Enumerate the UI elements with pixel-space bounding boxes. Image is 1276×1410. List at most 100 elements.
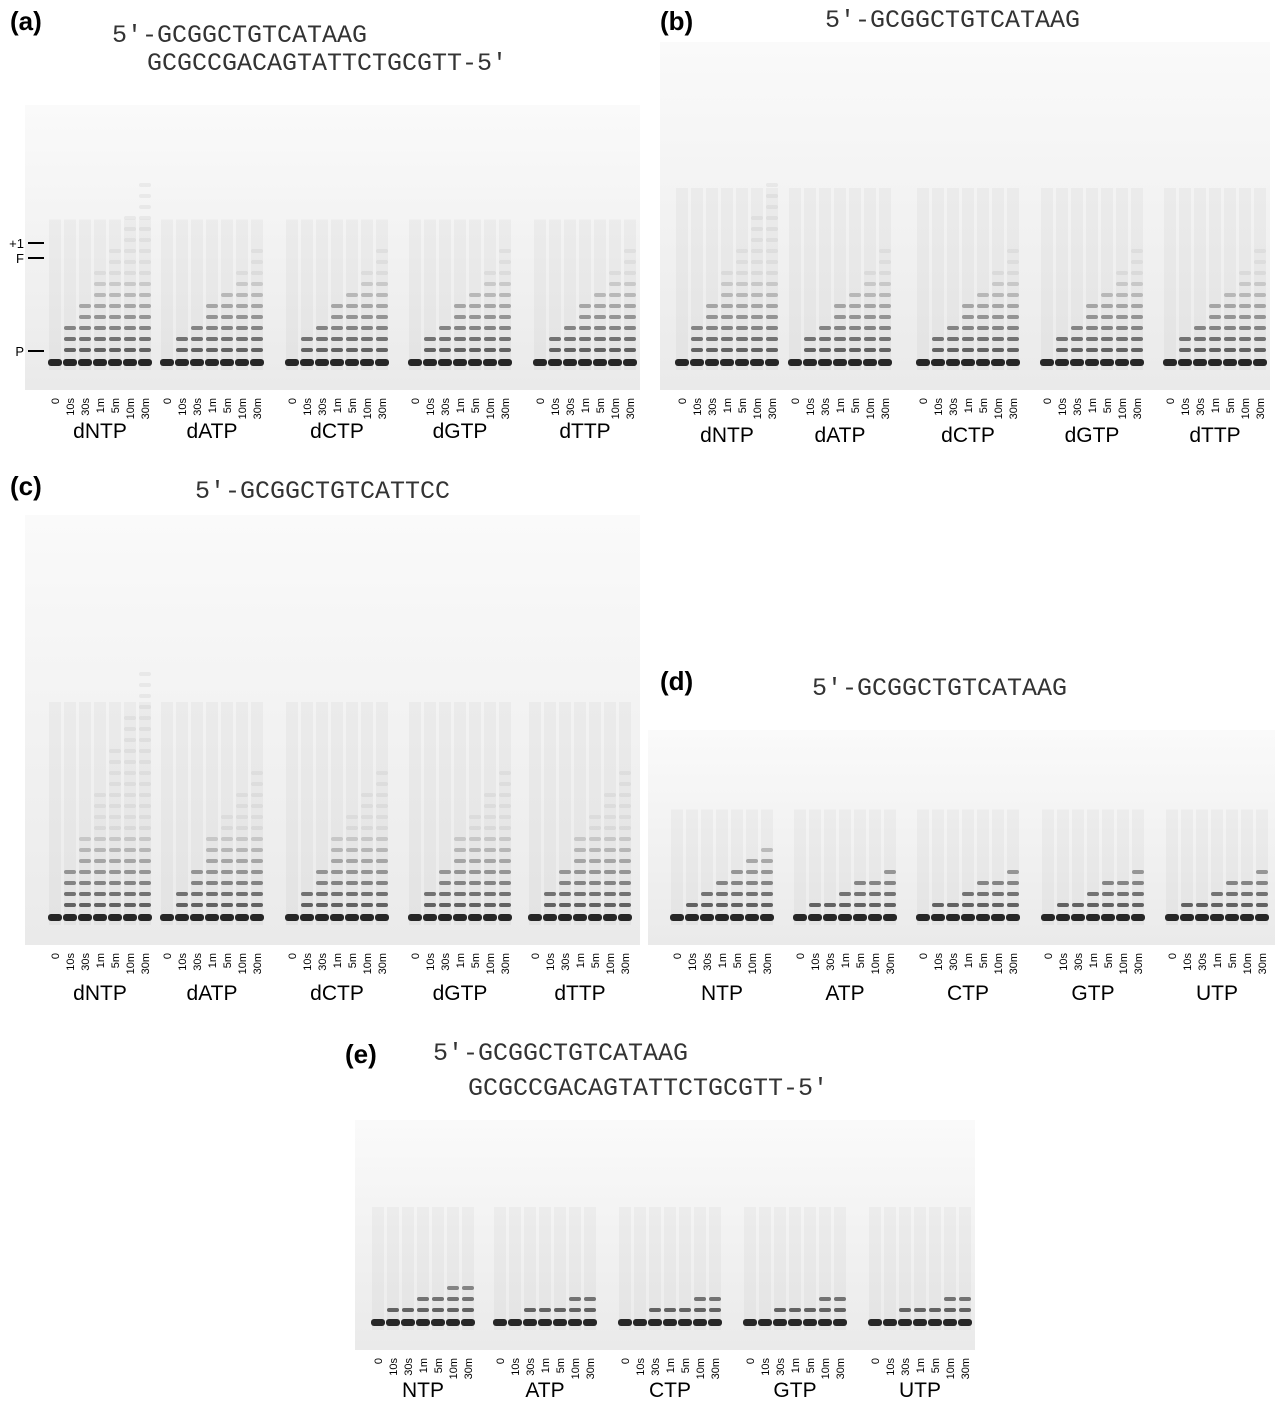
time-label: 1m bbox=[207, 398, 219, 413]
band bbox=[251, 260, 263, 264]
band bbox=[962, 903, 974, 907]
time-label: 30m bbox=[710, 1358, 722, 1379]
band bbox=[1224, 326, 1236, 330]
time-label: 10s bbox=[635, 1358, 647, 1376]
band bbox=[1116, 914, 1130, 921]
lane bbox=[1042, 810, 1054, 926]
band bbox=[376, 881, 388, 885]
time-label: 10s bbox=[65, 953, 77, 971]
lane bbox=[1181, 810, 1193, 926]
time-label: 5m bbox=[978, 398, 990, 413]
band bbox=[345, 359, 359, 366]
band bbox=[360, 359, 374, 366]
band bbox=[619, 870, 631, 874]
band bbox=[1208, 359, 1222, 366]
band bbox=[499, 892, 511, 896]
time-label: 5m bbox=[978, 953, 990, 968]
band bbox=[849, 337, 861, 341]
band bbox=[736, 293, 748, 297]
band bbox=[864, 304, 876, 308]
band bbox=[834, 1308, 846, 1312]
band bbox=[751, 249, 763, 253]
band bbox=[250, 914, 264, 921]
band bbox=[124, 271, 136, 275]
band bbox=[124, 749, 136, 753]
band bbox=[316, 881, 328, 885]
band bbox=[853, 914, 867, 921]
band bbox=[139, 304, 151, 308]
band bbox=[701, 892, 713, 896]
band bbox=[251, 837, 263, 841]
band bbox=[109, 881, 121, 885]
time-label: 30m bbox=[377, 398, 389, 419]
lane bbox=[1254, 188, 1266, 370]
band bbox=[618, 1319, 632, 1326]
band bbox=[944, 1308, 956, 1312]
lane bbox=[992, 810, 1004, 926]
lane bbox=[509, 1207, 521, 1330]
lane bbox=[424, 702, 436, 925]
lane bbox=[879, 188, 891, 370]
band bbox=[454, 859, 466, 863]
band bbox=[589, 848, 601, 852]
band bbox=[191, 881, 203, 885]
lane bbox=[439, 220, 451, 371]
lane bbox=[301, 702, 313, 925]
band bbox=[553, 1319, 567, 1326]
time-label: 1m bbox=[717, 953, 729, 968]
band bbox=[94, 282, 106, 286]
band bbox=[730, 914, 744, 921]
band bbox=[346, 315, 358, 319]
band bbox=[432, 1297, 444, 1301]
band bbox=[124, 903, 136, 907]
band bbox=[499, 271, 511, 275]
band bbox=[766, 337, 778, 341]
band bbox=[804, 337, 816, 341]
band bbox=[462, 1308, 474, 1312]
band bbox=[139, 804, 151, 808]
band bbox=[731, 870, 743, 874]
band bbox=[236, 881, 248, 885]
band bbox=[1102, 881, 1114, 885]
band bbox=[961, 914, 975, 921]
band bbox=[624, 304, 636, 308]
band bbox=[977, 326, 989, 330]
lane bbox=[819, 188, 831, 370]
band bbox=[454, 326, 466, 330]
band bbox=[1131, 304, 1143, 308]
time-label: 30s bbox=[565, 398, 577, 416]
band bbox=[330, 914, 344, 921]
band bbox=[619, 881, 631, 885]
band bbox=[706, 304, 718, 308]
lane bbox=[932, 188, 944, 370]
band bbox=[462, 1286, 474, 1290]
band bbox=[191, 903, 203, 907]
band bbox=[499, 348, 511, 352]
band bbox=[1007, 293, 1019, 297]
band bbox=[879, 249, 891, 253]
band bbox=[569, 1297, 581, 1301]
band bbox=[604, 870, 616, 874]
band bbox=[498, 359, 512, 366]
band bbox=[423, 359, 437, 366]
band bbox=[64, 903, 76, 907]
band bbox=[124, 716, 136, 720]
lane bbox=[671, 810, 683, 926]
band bbox=[1239, 326, 1251, 330]
sequence: 5′-GCGGCTGTCATAAG bbox=[433, 1039, 688, 1068]
band bbox=[469, 837, 481, 841]
lane bbox=[619, 1207, 631, 1330]
band bbox=[720, 359, 734, 366]
time-label: 30m bbox=[885, 953, 897, 974]
time-label: 0 bbox=[50, 953, 62, 959]
band bbox=[109, 249, 121, 253]
band bbox=[947, 903, 959, 907]
time-label: 0 bbox=[1165, 398, 1177, 404]
lane bbox=[701, 810, 713, 926]
band bbox=[879, 326, 891, 330]
band bbox=[124, 804, 136, 808]
band bbox=[139, 859, 151, 863]
band bbox=[992, 881, 1004, 885]
band bbox=[716, 892, 728, 896]
time-label: 10m bbox=[237, 953, 249, 974]
